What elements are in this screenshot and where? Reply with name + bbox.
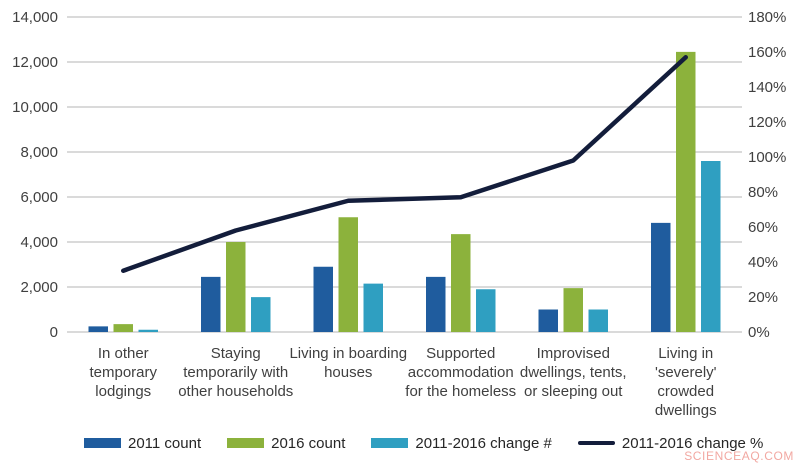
legend-item: 2011-2016 change # — [371, 435, 552, 452]
left-axis-tick: 4,000 — [20, 234, 58, 251]
legend-label: 2011-2016 change # — [415, 434, 552, 452]
left-axis-tick: 0 — [50, 324, 58, 341]
right-axis-tick: 160% — [748, 44, 786, 61]
right-axis-tick: 20% — [748, 289, 778, 306]
legend-label: 2016 count — [271, 434, 346, 452]
left-axis-tick: 14,000 — [12, 9, 58, 26]
bar-2016-count — [451, 234, 471, 332]
bar-2011-2016-change- — [138, 329, 158, 332]
watermark: SCIENCEAQ.COM — [684, 449, 794, 463]
legend-item: 2016 count — [227, 435, 345, 452]
right-axis-tick: 40% — [748, 254, 778, 271]
bar-2016-count — [563, 288, 583, 332]
right-axis-tick: 0% — [748, 324, 770, 341]
legend-color-swatch — [227, 438, 265, 448]
bar-2011-count — [88, 326, 108, 332]
right-axis-tick: 120% — [748, 114, 786, 131]
bar-2016-count — [226, 242, 246, 332]
left-axis-tick: 8,000 — [20, 144, 58, 161]
legend: 2011 count 2016 count 2011-2016 change # 20… — [84, 432, 763, 454]
bar-2011-2016-change- — [701, 161, 721, 332]
right-axis-tick: 180% — [748, 9, 786, 26]
bar-2011-2016-change- — [588, 309, 608, 332]
bar-2016-count — [113, 324, 133, 332]
legend-item: 2011 count — [84, 435, 201, 452]
bar-2011-count — [651, 222, 671, 332]
right-axis-tick: 100% — [748, 149, 786, 166]
bar-2011-count — [201, 276, 221, 332]
legend-color-swatch — [84, 438, 121, 448]
bar-2011-count — [426, 276, 446, 332]
left-axis-tick: 12,000 — [12, 54, 58, 71]
bar-2011-count — [313, 266, 333, 332]
bar-2016-count — [676, 51, 696, 332]
legend-label: 2011-2016 change % — [621, 434, 764, 452]
legend-label: 2011 count — [128, 434, 202, 452]
right-axis-tick: 80% — [748, 184, 778, 201]
bar-2011-2016-change- — [476, 289, 496, 332]
right-axis-tick: 140% — [748, 79, 786, 96]
bar-2016-count — [338, 217, 358, 332]
left-axis-tick: 6,000 — [20, 189, 58, 206]
left-axis-tick: 2,000 — [20, 279, 58, 296]
left-axis-tick: 10,000 — [12, 99, 58, 116]
legend-item: 2011-2016 change % — [577, 434, 764, 452]
legend-line-swatch — [577, 441, 615, 445]
bar-2011-2016-change- — [363, 283, 383, 332]
bar-2011-2016-change- — [251, 297, 271, 332]
right-axis-tick: 60% — [748, 219, 778, 236]
combo-chart-plot: 14,000 12,000 10,000 8,000 6,000 4,000 2,000 0 1… — [12, 9, 786, 341]
change-percent-line — [121, 55, 688, 273]
bar-2011-count — [538, 309, 558, 332]
legend-color-swatch — [371, 438, 409, 448]
